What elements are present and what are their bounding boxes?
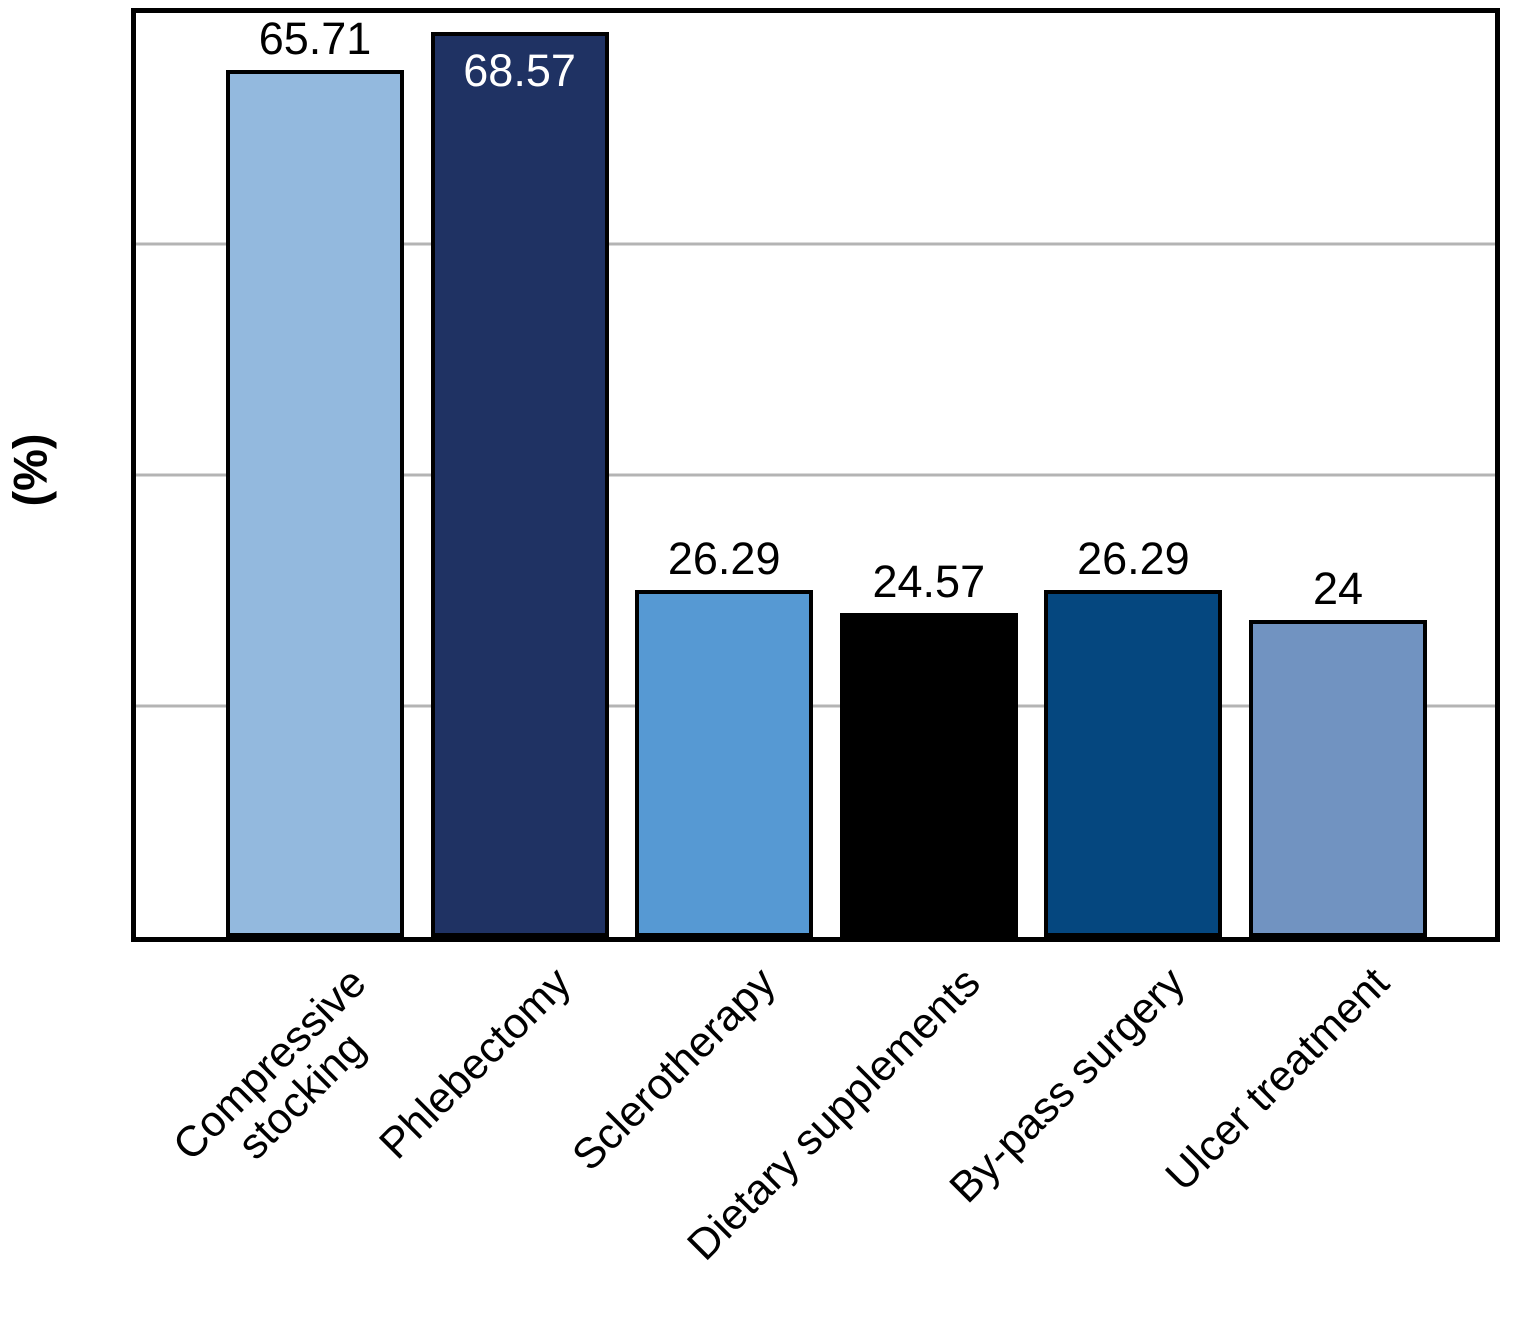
x-axis-label-3: Sclerotherapy [563, 958, 785, 1181]
gridline [136, 704, 1495, 708]
bar-3 [635, 589, 814, 937]
gridline [136, 242, 1495, 246]
y-axis-title: (%) [3, 433, 57, 507]
bar-2 [430, 31, 609, 937]
bar-1 [226, 69, 404, 937]
plot-area: 65.71 68.57 26.29 24.57 26.29 24 [131, 8, 1500, 942]
bar-5 [1044, 589, 1223, 937]
value-label-1: 65.71 [258, 12, 372, 64]
value-label-3: 26.29 [667, 532, 781, 584]
bar-4 [839, 612, 1018, 937]
x-axis-label-2: Phlebectomy [370, 958, 581, 1169]
x-axis-label-6: Ulcer treatment [1156, 958, 1399, 1201]
value-label-5: 26.29 [1077, 532, 1190, 584]
value-label-2: 68.57 [463, 44, 576, 96]
bar-6 [1249, 620, 1427, 937]
value-label-4: 24.57 [872, 555, 986, 607]
value-label-6: 24 [1312, 563, 1364, 615]
x-axis-label-1: Compressive stocking [164, 958, 376, 1170]
gridline [136, 473, 1495, 477]
